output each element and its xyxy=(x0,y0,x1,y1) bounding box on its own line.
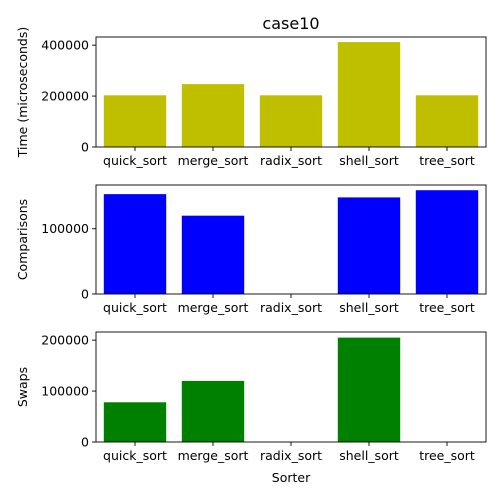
y-tick-label: 200000 xyxy=(41,333,89,348)
y-tick-label: 0 xyxy=(81,287,89,302)
x-tick-label: shell_sort xyxy=(339,153,399,168)
bar-shell-sort xyxy=(337,42,401,148)
x-tick-label: radix_sort xyxy=(260,448,322,463)
y-tick-label: 400000 xyxy=(41,38,89,53)
x-axis-label: Sorter xyxy=(272,470,311,485)
bar-merge-sort xyxy=(181,215,245,294)
y-tick-label: 100000 xyxy=(41,221,89,236)
y-axis-label: Time (microseconds) xyxy=(15,27,30,158)
x-tick-label: radix_sort xyxy=(260,300,322,315)
x-tick-label: shell_sort xyxy=(339,448,399,463)
x-tick-label: radix_sort xyxy=(260,153,322,168)
bar-tree-sort xyxy=(415,95,479,147)
y-axis-label: Comparisons xyxy=(15,199,30,280)
x-tick-label: merge_sort xyxy=(178,448,249,463)
x-tick-label: quick_sort xyxy=(103,448,167,463)
bar-merge-sort xyxy=(181,380,245,442)
x-tick-label: shell_sort xyxy=(339,300,399,315)
bar-shell-sort xyxy=(337,337,401,442)
bar-quick-sort xyxy=(103,402,167,442)
bar-quick-sort xyxy=(103,194,167,294)
y-axis-label: Swaps xyxy=(15,367,30,407)
x-tick-label: tree_sort xyxy=(419,153,475,168)
y-tick-label: 0 xyxy=(81,435,89,450)
y-tick-label: 0 xyxy=(81,140,89,155)
x-tick-label: merge_sort xyxy=(178,153,249,168)
y-tick-label: 200000 xyxy=(41,89,89,104)
bar-radix-sort xyxy=(259,95,323,147)
bar-shell-sort xyxy=(337,197,401,294)
x-tick-label: quick_sort xyxy=(103,300,167,315)
bar-quick-sort xyxy=(103,95,167,147)
y-tick-label: 100000 xyxy=(41,384,89,399)
x-tick-label: quick_sort xyxy=(103,153,167,168)
x-tick-label: tree_sort xyxy=(419,300,475,315)
chart-title: case10 xyxy=(262,14,319,33)
x-tick-label: merge_sort xyxy=(178,300,249,315)
bar-merge-sort xyxy=(181,84,245,147)
x-tick-label: tree_sort xyxy=(419,448,475,463)
bar-tree-sort xyxy=(415,190,479,294)
